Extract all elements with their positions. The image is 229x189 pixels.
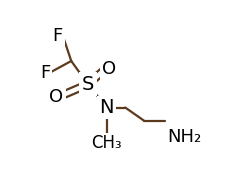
Text: N: N <box>99 98 113 117</box>
Text: S: S <box>82 75 94 94</box>
Text: F: F <box>52 27 62 45</box>
Text: CH₃: CH₃ <box>91 134 121 152</box>
Text: NH₂: NH₂ <box>167 128 201 146</box>
Text: F: F <box>40 64 50 81</box>
Text: O: O <box>49 88 63 106</box>
Text: O: O <box>102 60 116 78</box>
